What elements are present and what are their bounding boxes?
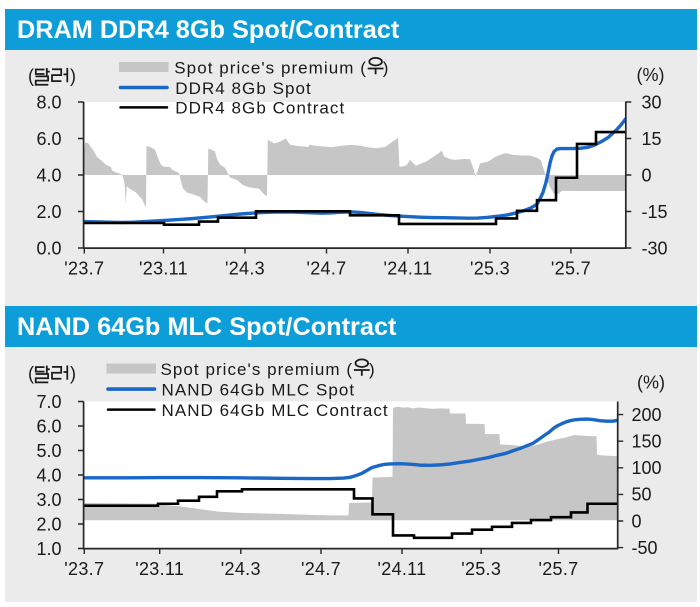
svg-text:7.0: 7.0 — [36, 392, 61, 412]
svg-text:): ) — [70, 364, 76, 384]
svg-text:'25.7: '25.7 — [539, 559, 579, 579]
svg-text:Spot price's premium (: Spot price's premium ( — [161, 360, 354, 379]
svg-text:4.0: 4.0 — [36, 165, 61, 185]
svg-text:NAND 64Gb MLC Spot/Contract: NAND 64Gb MLC Spot/Contract — [17, 313, 397, 341]
svg-text:'23.11: '23.11 — [139, 258, 188, 278]
svg-text:): ) — [70, 66, 76, 86]
svg-text:): ) — [369, 360, 375, 379]
svg-text:2.0: 2.0 — [36, 514, 61, 534]
svg-text:0: 0 — [642, 165, 652, 185]
svg-text:'24.11: '24.11 — [378, 559, 427, 579]
svg-text:(%): (%) — [637, 373, 665, 393]
svg-text:): ) — [383, 58, 389, 77]
svg-text:1.0: 1.0 — [36, 539, 61, 559]
svg-text:8.0: 8.0 — [36, 92, 61, 112]
svg-text:5.0: 5.0 — [36, 441, 61, 461]
svg-text:(%): (%) — [637, 65, 665, 85]
svg-text:NAND 64Gb MLC Contract: NAND 64Gb MLC Contract — [162, 401, 389, 420]
svg-text:-50: -50 — [632, 538, 658, 558]
svg-text:200: 200 — [632, 405, 662, 425]
svg-text:4.0: 4.0 — [36, 465, 61, 485]
svg-text:15: 15 — [642, 129, 662, 149]
svg-text:DRAM DDR4 8Gb Spot/Contract: DRAM DDR4 8Gb Spot/Contract — [17, 16, 400, 44]
svg-text:'23.11: '23.11 — [135, 559, 184, 579]
svg-text:'25.3: '25.3 — [470, 258, 510, 278]
svg-text:-15: -15 — [642, 202, 668, 222]
svg-text:100: 100 — [632, 458, 662, 478]
svg-text:(: ( — [28, 66, 34, 86]
svg-text:'25.3: '25.3 — [461, 559, 501, 579]
svg-text:2.0: 2.0 — [36, 202, 61, 222]
svg-text:NAND 64Gb MLC Spot: NAND 64Gb MLC Spot — [162, 380, 356, 399]
svg-text:'23.7: '23.7 — [64, 559, 104, 579]
svg-text:Spot price's premium (: Spot price's premium ( — [174, 58, 367, 77]
svg-text:'24.3: '24.3 — [221, 559, 261, 579]
svg-text:'24.11: '24.11 — [384, 258, 433, 278]
svg-text:6.0: 6.0 — [36, 416, 61, 436]
svg-text:50: 50 — [632, 485, 652, 505]
svg-text:6.0: 6.0 — [36, 129, 61, 149]
svg-text:'24.3: '24.3 — [225, 258, 265, 278]
svg-text:'24.7: '24.7 — [301, 559, 341, 579]
svg-text:DDR4 8Gb Contract: DDR4 8Gb Contract — [175, 99, 345, 118]
svg-text:30: 30 — [642, 92, 662, 112]
svg-text:DDR4 8Gb Spot: DDR4 8Gb Spot — [175, 79, 311, 98]
svg-text:'23.7: '23.7 — [64, 258, 104, 278]
svg-text:150: 150 — [632, 432, 662, 452]
svg-text:(: ( — [28, 364, 34, 384]
svg-text:0: 0 — [632, 511, 642, 531]
svg-text:3.0: 3.0 — [36, 490, 61, 510]
svg-text:'25.7: '25.7 — [551, 258, 591, 278]
svg-text:-30: -30 — [642, 238, 668, 258]
svg-text:'24.7: '24.7 — [307, 258, 347, 278]
svg-text:0.0: 0.0 — [36, 238, 61, 258]
